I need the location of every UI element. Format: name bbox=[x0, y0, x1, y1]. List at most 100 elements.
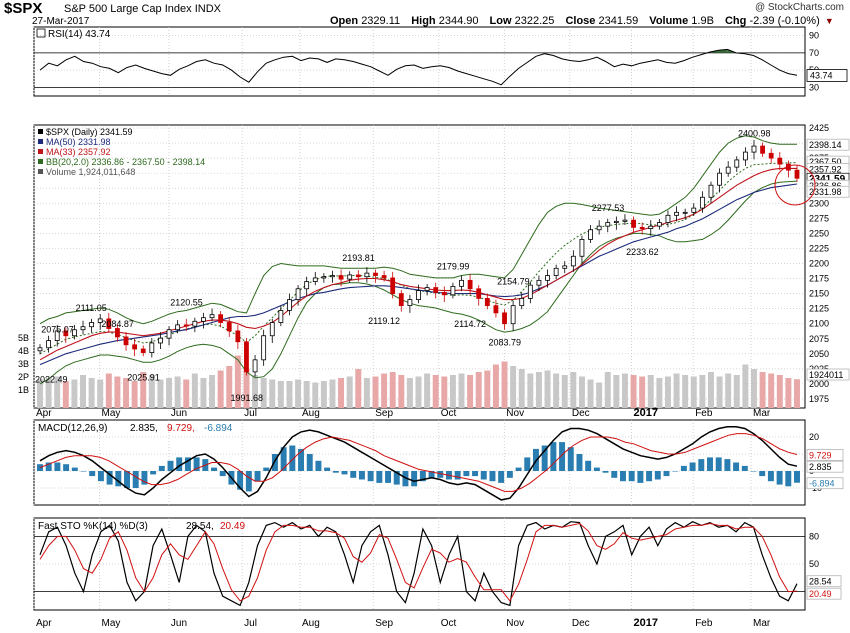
macd-histogram-bar bbox=[280, 447, 287, 471]
candle-body bbox=[278, 310, 284, 323]
candle-body bbox=[37, 347, 43, 352]
macd-histogram-bar bbox=[741, 465, 748, 471]
price-right-label: 2398.14 bbox=[809, 140, 842, 150]
volume-scale-label: 5B bbox=[18, 333, 29, 343]
volume-bar bbox=[277, 381, 284, 408]
macd-histogram-bar bbox=[306, 454, 313, 471]
macd-histogram-bar bbox=[715, 457, 722, 471]
volume-bar bbox=[639, 376, 646, 408]
macd-histogram-bar bbox=[707, 457, 713, 471]
volume-bar bbox=[570, 372, 577, 408]
price-tick-label: 1975 bbox=[809, 394, 829, 404]
price-tick-label: 2125 bbox=[809, 304, 829, 314]
volume-bar bbox=[80, 375, 86, 408]
price-x-label: Feb bbox=[695, 408, 713, 419]
price-annotation: 2179.99 bbox=[437, 262, 470, 272]
sto-x-label: Jul bbox=[244, 618, 257, 629]
volume-bar bbox=[226, 366, 233, 408]
candle-body bbox=[72, 329, 77, 337]
volume-bar bbox=[372, 376, 379, 408]
macd-histogram-bar bbox=[71, 467, 78, 471]
volume-bar bbox=[71, 379, 78, 408]
macd-histogram-bar bbox=[63, 464, 70, 471]
volume-bar bbox=[286, 381, 293, 408]
volume-bar bbox=[682, 375, 689, 408]
legend-item: Volume 1,924,011,648 bbox=[46, 167, 135, 177]
price-annotation: 2111.05 bbox=[76, 303, 107, 313]
candle-body bbox=[89, 322, 95, 328]
volume-bar bbox=[320, 381, 327, 408]
macd-histogram-bar bbox=[341, 471, 348, 475]
volume-bar bbox=[690, 376, 697, 408]
macd-pane-frame bbox=[33, 419, 806, 506]
candle-body bbox=[261, 335, 267, 361]
macd-right-label: -6.894 bbox=[809, 479, 835, 489]
candle-body bbox=[450, 285, 456, 296]
brand-watermark: @ StockCharts.com bbox=[754, 2, 844, 13]
macd-histogram-bar bbox=[776, 471, 783, 485]
down-arrow-icon: ▼ bbox=[824, 16, 834, 26]
macd-histogram-bar bbox=[733, 462, 740, 471]
macd-histogram-bar bbox=[498, 471, 505, 483]
volume-bar bbox=[527, 373, 534, 408]
legend-item: $SPX (Daily) 2341.59 bbox=[46, 127, 133, 137]
candle-body bbox=[467, 279, 473, 290]
macd-histogram-bar bbox=[759, 471, 766, 477]
candle-body bbox=[158, 337, 163, 344]
sto-x-label: Jun bbox=[171, 618, 187, 629]
sto-tick-label: 80 bbox=[809, 531, 819, 541]
macd-histogram-bar bbox=[567, 447, 574, 471]
volume-bar bbox=[295, 379, 302, 408]
volume-bar bbox=[716, 376, 723, 408]
volume-bar bbox=[751, 369, 757, 408]
volume-bar bbox=[699, 375, 706, 408]
volume-bar bbox=[140, 372, 147, 408]
macd-histogram-bar bbox=[680, 465, 687, 471]
macd-histogram-bar bbox=[620, 471, 626, 482]
candle-body bbox=[742, 151, 748, 161]
legend-swatch bbox=[38, 169, 43, 174]
candle-body bbox=[123, 336, 129, 346]
macd-histogram-bar bbox=[489, 471, 496, 482]
volume-bar bbox=[604, 372, 611, 408]
volume-bar bbox=[518, 369, 525, 408]
candle-body bbox=[725, 166, 731, 174]
candle-body bbox=[235, 330, 241, 343]
candle-body bbox=[209, 314, 215, 319]
macd-histogram-bar bbox=[559, 442, 566, 471]
volume-bar bbox=[200, 378, 207, 408]
candle-body bbox=[510, 305, 516, 325]
candle-body bbox=[622, 219, 628, 222]
candle-body bbox=[674, 211, 679, 216]
candle-body bbox=[502, 312, 507, 325]
sto-x-label: Aug bbox=[302, 618, 320, 629]
volume-scale-label: 4B bbox=[18, 346, 29, 356]
index-full-name: S&P 500 Large Cap Index bbox=[64, 3, 192, 15]
macd-histogram-bar bbox=[750, 471, 757, 472]
volume-scale-label: 3B bbox=[18, 359, 29, 369]
candle-body bbox=[347, 274, 353, 280]
sto-d-line bbox=[39, 522, 798, 602]
candle-body bbox=[459, 279, 464, 287]
candle-body bbox=[476, 288, 482, 299]
volume-bar bbox=[37, 379, 43, 408]
candle-body bbox=[588, 229, 593, 240]
candle-body bbox=[682, 211, 688, 214]
macd-histogram-bar bbox=[472, 471, 479, 477]
macd-right-label-box bbox=[806, 449, 844, 461]
volume-bar bbox=[166, 378, 173, 408]
price-tick-label: 2000 bbox=[809, 379, 829, 389]
volume-bar bbox=[260, 378, 267, 408]
candle-body bbox=[149, 342, 155, 354]
macd-histogram-bar bbox=[506, 471, 513, 478]
sto-x-label: Nov bbox=[506, 618, 524, 629]
macd-histogram-bar bbox=[271, 454, 278, 471]
price-right-label: 2367.50 bbox=[809, 157, 842, 167]
volume-bar bbox=[183, 379, 190, 408]
sto-x-label: May bbox=[102, 618, 121, 629]
candle-body bbox=[192, 320, 198, 327]
macd-histogram-bar bbox=[45, 462, 52, 471]
volume-bar bbox=[561, 375, 568, 408]
macd-histogram-bar bbox=[611, 471, 618, 478]
candle-body bbox=[416, 290, 421, 301]
